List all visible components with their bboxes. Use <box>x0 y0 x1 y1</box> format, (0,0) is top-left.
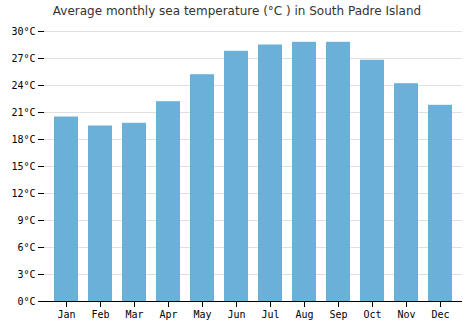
svg-text:Oct: Oct <box>363 309 381 320</box>
svg-text:18°C: 18°C <box>11 134 35 145</box>
svg-text:Dec: Dec <box>431 309 449 320</box>
svg-text:6°C: 6°C <box>17 242 35 253</box>
svg-text:24°C: 24°C <box>11 80 35 91</box>
svg-text:15°C: 15°C <box>11 161 35 172</box>
svg-text:Feb: Feb <box>91 309 109 320</box>
svg-text:3°C: 3°C <box>17 269 35 280</box>
svg-text:May: May <box>193 309 211 320</box>
svg-text:Nov: Nov <box>397 309 415 320</box>
svg-text:9°C: 9°C <box>17 215 35 226</box>
svg-text:21°C: 21°C <box>11 107 35 118</box>
svg-text:Mar: Mar <box>125 309 143 320</box>
svg-text:Jun: Jun <box>227 309 245 320</box>
svg-text:27°C: 27°C <box>11 53 35 64</box>
svg-text:Apr: Apr <box>159 309 177 320</box>
svg-text:Jul: Jul <box>261 309 279 320</box>
svg-text:Jan: Jan <box>57 309 75 320</box>
svg-text:Aug: Aug <box>295 309 313 320</box>
svg-text:0°C: 0°C <box>17 296 35 307</box>
svg-text:30°C: 30°C <box>11 26 35 37</box>
svg-text:12°C: 12°C <box>11 188 35 199</box>
svg-text:Sep: Sep <box>329 309 347 320</box>
html-text:Average monthly sea temperatur: Average monthly sea temperature (°C ) in… <box>52 4 422 18</box>
